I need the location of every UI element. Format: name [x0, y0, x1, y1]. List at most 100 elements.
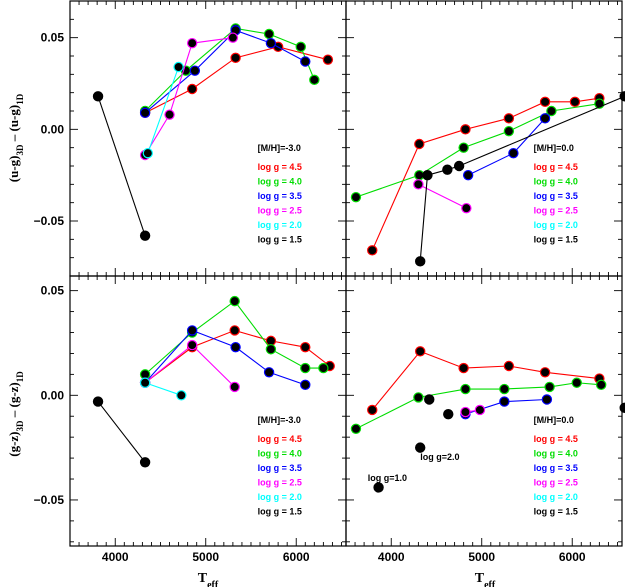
data-point	[443, 408, 454, 420]
data-point	[461, 202, 472, 214]
panel-top-left: −0.05 0.00 0.05 [M/H]=-3.0 log g = 4.5 log g …	[34, 0, 347, 277]
data-point	[300, 56, 311, 67]
y-tick-label: 0.05	[41, 31, 65, 45]
legend-entry: log g = 1.5	[534, 234, 578, 244]
legend-entry: log g = 2.0	[534, 492, 578, 502]
data-point	[458, 362, 469, 374]
panel-bottom-left: 4000 5000 6000 −0.05 0.00 0.05 [M/H]=-3.0 log g…	[34, 275, 347, 564]
series-log-g-1-5	[92, 396, 151, 468]
series-line	[147, 66, 180, 154]
data-point	[230, 52, 241, 64]
y-tick-label: −0.05	[34, 214, 65, 228]
data-point	[139, 230, 151, 241]
series-log-g-4-0	[350, 377, 607, 434]
data-point	[541, 394, 553, 405]
data-point	[139, 107, 151, 119]
data-point	[186, 339, 198, 351]
data-point	[139, 377, 151, 388]
data-point	[139, 457, 151, 468]
legend-entry: log g = 1.5	[534, 507, 578, 517]
series-log-g-4-5	[367, 346, 605, 416]
data-point	[571, 377, 582, 388]
data-point	[300, 341, 311, 353]
data-point	[263, 28, 275, 40]
data-point	[453, 160, 465, 172]
legend-entry: log g = 4.5	[258, 434, 302, 444]
data-point	[460, 124, 471, 135]
series-line	[97, 96, 146, 236]
series-log-g-1-5	[373, 394, 625, 493]
panel-frame	[69, 0, 347, 277]
data-point	[186, 325, 198, 336]
data-point	[263, 367, 275, 378]
series-log-g-4-5	[367, 92, 605, 256]
y-tick-label: 0.00	[41, 122, 65, 136]
data-point	[422, 169, 433, 181]
legend-entry: log g = 3.5	[258, 191, 302, 201]
legend-entry: log g = 4.0	[258, 176, 302, 186]
legend-entry: log g = 2.0	[258, 492, 302, 502]
x-axis-label-left: Teff	[198, 571, 219, 587]
legend-entry: log g = 4.5	[534, 434, 578, 444]
data-point	[539, 367, 551, 378]
data-point	[415, 346, 426, 357]
data-point	[539, 113, 551, 124]
bottom-row-y-axis-label: (g-z)3D – (g-z)1D	[6, 371, 25, 457]
data-point	[318, 362, 329, 374]
x-tick-label: 4000	[102, 550, 129, 564]
data-point	[413, 392, 424, 403]
series-line	[355, 103, 600, 198]
series-line	[419, 95, 625, 262]
data-point	[460, 406, 471, 418]
series-line	[144, 37, 233, 156]
x-tick-label: 6000	[283, 550, 310, 564]
legend: [M/H]=-3.0 log g = 4.5 log g = 4.0 log g = …	[258, 143, 302, 245]
series-log-g-2-5	[413, 179, 472, 214]
panel-bottom-right: 4000 5000 6000 [M/H]=0.0 log g = 4.5 log g = …	[345, 275, 625, 564]
data-point	[415, 256, 426, 267]
legend: [M/H]=0.0 log g = 4.5 log g = 4.0 log g = 3…	[534, 143, 578, 245]
series-line	[144, 329, 306, 386]
data-point	[229, 325, 240, 336]
data-point	[300, 362, 311, 374]
data-point	[462, 169, 474, 181]
data-point	[350, 191, 362, 203]
data-point	[92, 396, 104, 407]
legend-title: [M/H]=0.0	[534, 415, 574, 425]
series-log-g-3-5	[139, 25, 311, 119]
data-point	[186, 37, 198, 49]
data-point	[189, 65, 201, 76]
series-log-g-2-0	[142, 61, 184, 159]
x-tick-label: 4000	[378, 550, 405, 564]
data-point	[546, 105, 557, 117]
data-point	[322, 54, 334, 65]
series-log-g-1-5	[415, 91, 625, 267]
data-point	[474, 404, 486, 416]
x-tick-label: 5000	[468, 550, 495, 564]
legend-entry: log g = 3.5	[534, 463, 578, 473]
data-point	[295, 41, 306, 53]
data-point	[503, 360, 515, 372]
data-point	[142, 147, 154, 159]
data-point	[300, 379, 311, 391]
data-point	[164, 109, 175, 120]
legend: [M/H]=0.0 log g = 4.5 log g = 4.0 log g = 3…	[534, 415, 578, 517]
data-point	[350, 423, 362, 434]
data-point	[539, 96, 551, 108]
data-point	[265, 344, 277, 355]
data-point	[508, 147, 519, 159]
legend-entry: log g = 4.5	[534, 162, 578, 172]
series-log-g-4-0	[139, 295, 329, 380]
data-point	[503, 113, 515, 124]
data-point	[424, 394, 435, 405]
legend-entry: log g = 1.5	[258, 507, 302, 517]
data-point	[415, 442, 426, 453]
data-point	[173, 61, 184, 73]
series-line	[97, 401, 146, 463]
series-line	[144, 382, 182, 396]
legend-entry: log g = 1.5	[258, 234, 302, 244]
series-log-g-3-5	[139, 325, 311, 391]
data-point	[367, 404, 378, 416]
legend-entry: log g = 2.5	[534, 205, 578, 215]
